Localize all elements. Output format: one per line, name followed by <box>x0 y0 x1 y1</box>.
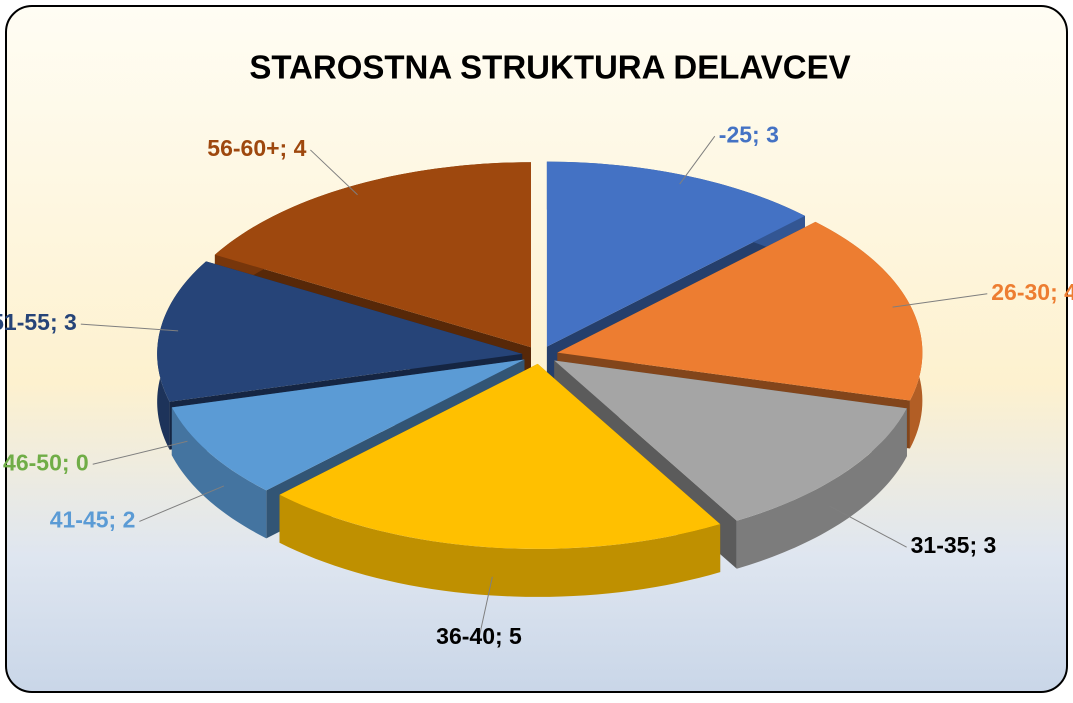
leader-line <box>892 293 988 308</box>
data-label: 31-35; 3 <box>911 532 997 558</box>
data-labels: -25; 3 26-30; 4 31-35; 3 36-40; 5 41-45; 2 46… <box>0 121 1073 649</box>
data-label: 56-60+; 4 <box>207 135 306 161</box>
pie-slice: -25 <box>546 161 805 347</box>
slice-side <box>171 407 267 539</box>
pie-slice: 56-60+ <box>214 162 531 348</box>
data-label: 26-30; 4 <box>991 279 1073 305</box>
chart-title: STAROSTNA STRUKTURA DELAVCEV <box>249 49 850 86</box>
leader-line <box>478 576 493 638</box>
data-label: 36-40; 5 <box>436 623 522 649</box>
pie-slice: 31-35 <box>554 360 907 521</box>
leader-line <box>139 485 225 522</box>
leader-line <box>92 440 188 465</box>
leader-line <box>679 135 716 185</box>
leader-line <box>80 323 179 332</box>
data-label: 46-50; 0 <box>3 449 89 475</box>
pie-slice: 41-45 <box>171 359 525 491</box>
pie-slice: 51-55 <box>157 261 523 402</box>
pie-slice: 36-40 <box>279 363 721 549</box>
slice-side <box>279 494 721 597</box>
data-label: 51-55; 3 <box>0 309 77 335</box>
data-label: -25; 3 <box>719 121 779 147</box>
slice-side <box>736 408 907 569</box>
data-label: 41-45; 2 <box>50 506 136 532</box>
pie-tops: -2556-60+26-3051-5546-5041-4531-3536-40 <box>157 161 923 549</box>
leader-line <box>829 505 907 548</box>
pie-slice: 26-30 <box>557 221 923 401</box>
leader-line <box>310 149 358 196</box>
